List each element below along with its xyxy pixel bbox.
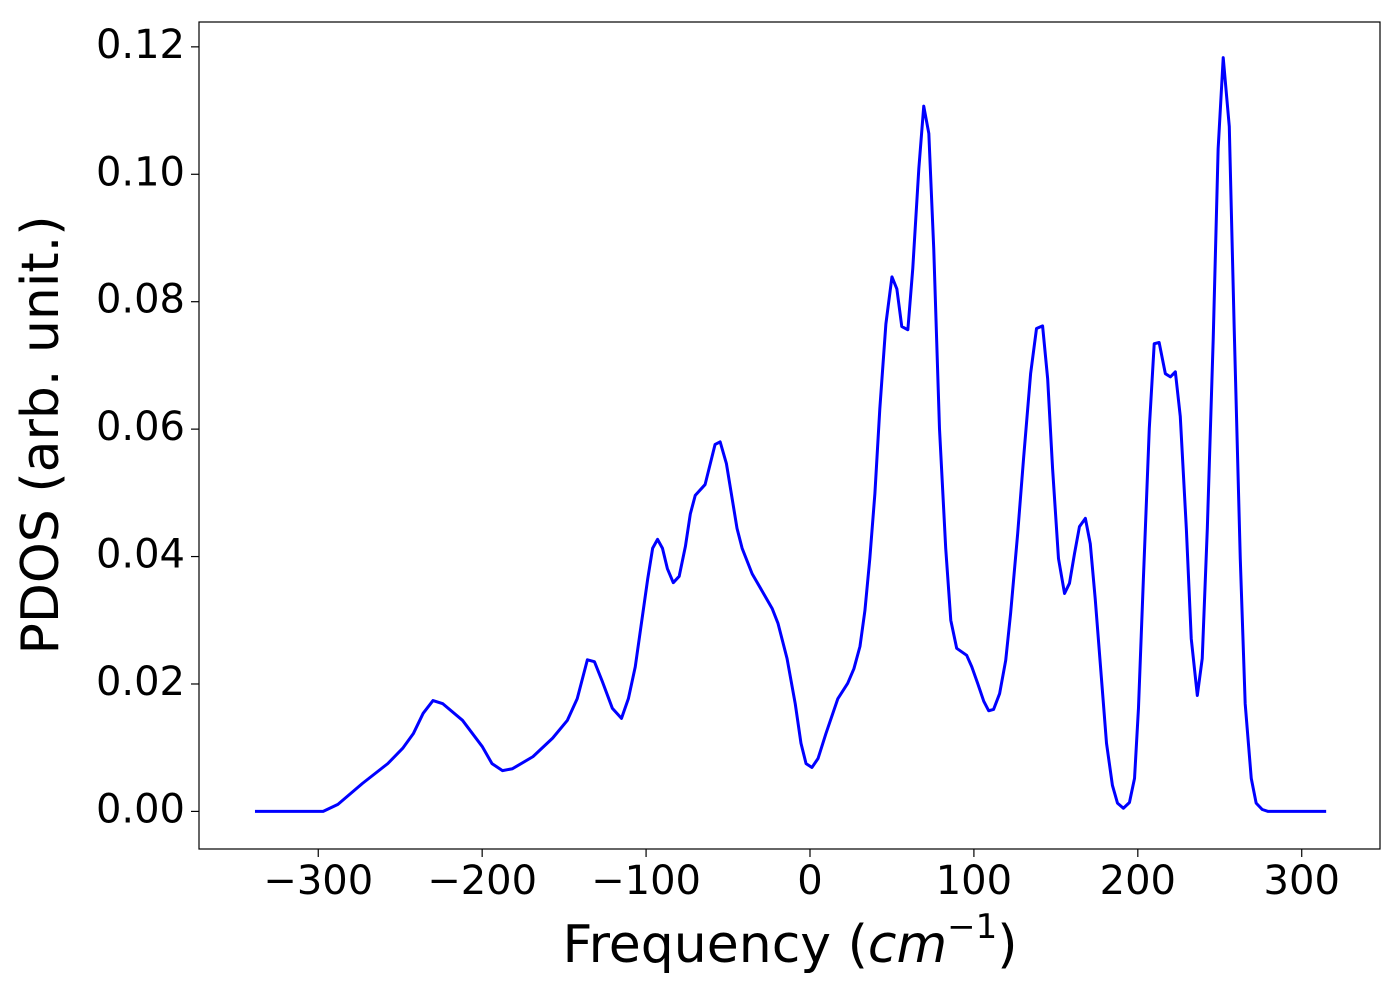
data-line — [254, 56, 1327, 813]
x-tick-label: 300 — [1264, 858, 1340, 904]
y-tick-label: 0.12 — [96, 22, 185, 68]
y-tick-label: 0.10 — [96, 149, 185, 195]
x-tick-label: 100 — [936, 858, 1012, 904]
y-tick-label: 0.06 — [96, 404, 185, 450]
y-tick-label: 0.00 — [96, 786, 185, 832]
x-tick-label: −100 — [591, 858, 701, 904]
x-tick-label: 0 — [797, 858, 822, 904]
plot-frame — [198, 21, 1381, 850]
x-tick-label: 200 — [1100, 858, 1176, 904]
x-tick-label: −200 — [427, 858, 537, 904]
y-tick-label: 0.04 — [96, 532, 185, 578]
y-tick-label: 0.02 — [96, 659, 185, 705]
x-label-exponent: −1 — [947, 907, 997, 947]
x-label-text: Frequency ( — [562, 915, 867, 975]
x-label-close: ) — [997, 915, 1017, 975]
x-axis-label: Frequency (cm−1) — [562, 907, 1017, 976]
x-tick-label: −300 — [263, 858, 373, 904]
y-tick-label: 0.08 — [96, 277, 185, 323]
y-axis-label: PDOS (arb. unit.) — [11, 215, 71, 654]
x-label-unit: cm — [868, 915, 947, 975]
